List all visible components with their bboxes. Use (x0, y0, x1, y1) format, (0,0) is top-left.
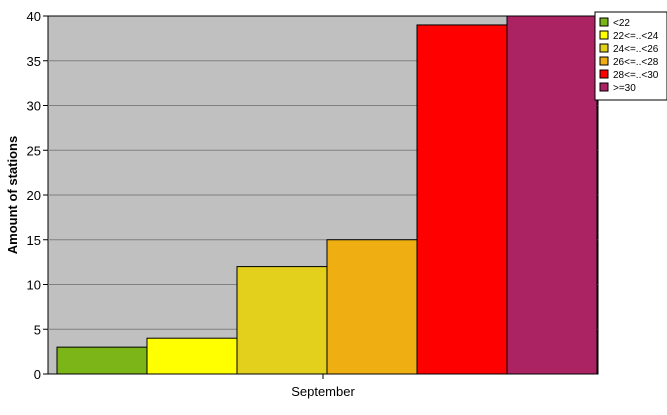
legend-label: <22 (613, 18, 630, 29)
legend-label: 22<=..<24 (613, 31, 659, 42)
legend-label: 24<=..<26 (613, 44, 659, 55)
bar (56, 346, 148, 375)
y-axis: 0 5 10 15 20 25 30 35 40 (27, 9, 48, 382)
legend-label: 26<=..<28 (613, 57, 659, 68)
bars (56, 15, 598, 375)
legend-swatch (599, 43, 609, 53)
x-axis: September (291, 374, 355, 399)
y-tick-label: 15 (27, 233, 41, 248)
y-tick-label: 40 (27, 9, 41, 24)
y-tick-label: 5 (34, 322, 41, 337)
legend-swatch (599, 30, 609, 40)
y-axis-label: Amount of stations (5, 136, 20, 254)
legend-swatch (599, 56, 609, 66)
bar (236, 266, 328, 375)
y-tick-label: 30 (27, 99, 41, 114)
legend-label: >=30 (613, 83, 636, 94)
y-tick-label: 0 (34, 367, 41, 382)
legend-swatch (599, 82, 609, 92)
y-tick-label: 10 (27, 278, 41, 293)
legend-swatch (599, 17, 609, 27)
bar (146, 337, 238, 375)
bar (506, 15, 598, 375)
x-tick-label: September (291, 384, 355, 399)
legend: <22 22<=..<24 24<=..<26 26<=..<28 28<=..<30 >… (594, 11, 667, 101)
bar (416, 24, 508, 375)
y-tick-label: 35 (27, 54, 41, 69)
legend-swatch (599, 69, 609, 79)
y-tick-label: 20 (27, 188, 41, 203)
bar (326, 239, 418, 375)
y-tick-label: 25 (27, 143, 41, 158)
legend-label: 28<=..<30 (613, 70, 659, 81)
